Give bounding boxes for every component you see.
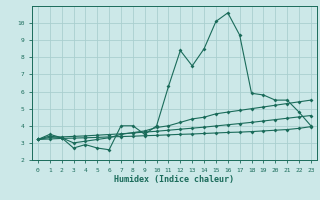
X-axis label: Humidex (Indice chaleur): Humidex (Indice chaleur) xyxy=(115,175,234,184)
